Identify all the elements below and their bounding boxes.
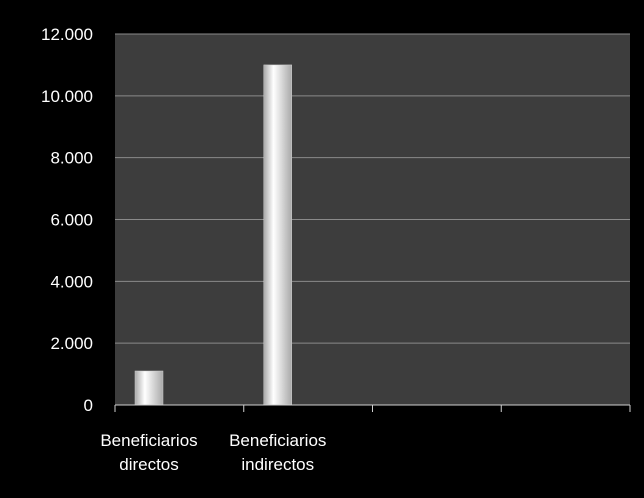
x-category-label: directos xyxy=(119,455,179,474)
y-axis-tick-labels: 0 2.000 4.000 6.000 8.000 10.000 12.000 xyxy=(41,25,93,415)
y-tick-label: 12.000 xyxy=(41,25,93,44)
bars xyxy=(134,64,292,406)
x-axis-category-labels: Beneficiarios directos Beneficiarios indire… xyxy=(100,431,326,474)
y-tick-label: 6.000 xyxy=(50,211,93,230)
gridlines xyxy=(115,33,630,344)
x-category-label: Beneficiarios xyxy=(100,431,197,450)
y-tick-label: 8.000 xyxy=(50,149,93,168)
bar xyxy=(263,64,292,406)
x-category-label: Beneficiarios xyxy=(229,431,326,450)
y-tick-label: 10.000 xyxy=(41,87,93,106)
y-tick-label: 4.000 xyxy=(50,272,93,291)
bar xyxy=(134,370,164,406)
y-tick-label: 2.000 xyxy=(50,334,93,353)
x-category-label: indirectos xyxy=(241,455,314,474)
y-tick-label: 0 xyxy=(84,396,93,415)
axes xyxy=(114,404,631,412)
